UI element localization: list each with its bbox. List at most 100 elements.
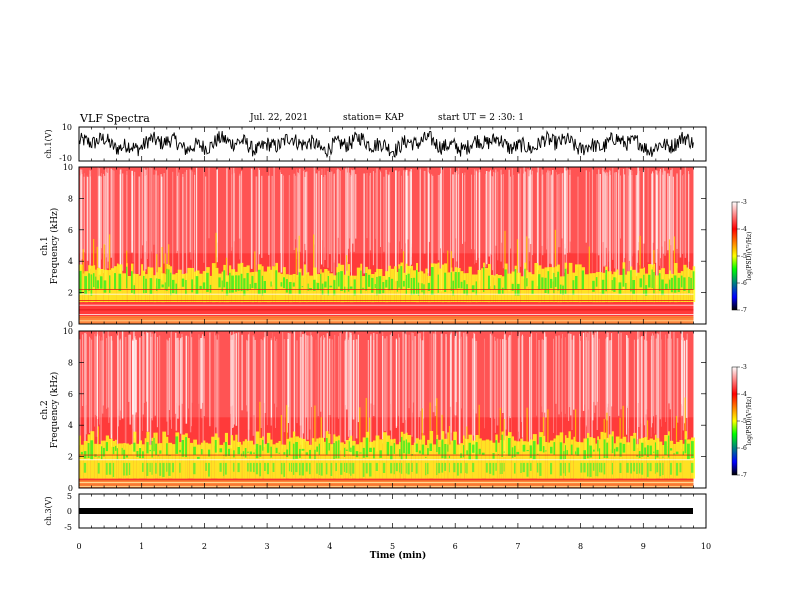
- spectrogram-streak: [200, 338, 202, 409]
- spectrogram-streak: [338, 169, 340, 255]
- spectrogram-streak: [266, 331, 268, 426]
- spectrogram-green-patch: [630, 462, 632, 474]
- spectrogram-low-band: [495, 434, 498, 479]
- spectrogram-streak: [555, 335, 557, 404]
- spectrogram-green-patch: [285, 279, 288, 293]
- spectrogram-streak: [537, 167, 539, 241]
- spectrogram-streak: [81, 174, 83, 260]
- spectrogram-green-patch: [542, 446, 545, 453]
- spectrogram-green-patch: [441, 462, 444, 473]
- spectrogram-green-patch: [146, 462, 149, 476]
- spectrogram-green-patch: [653, 451, 655, 453]
- spectrogram-streak: [529, 336, 531, 446]
- spectrogram-green-patch: [399, 449, 401, 457]
- spectrogram-green-patch: [601, 279, 605, 295]
- spectrogram-green-patch: [136, 451, 139, 457]
- spectrogram-green-patch: [638, 462, 641, 474]
- spectrogram-green-patch: [481, 452, 485, 456]
- spectrogram-streak: [522, 335, 524, 452]
- spectrogram-low-band: [82, 273, 85, 302]
- spectrogram-streak: [398, 333, 399, 416]
- spectrogram-streak: [307, 335, 309, 440]
- spectrogram-streak: [386, 174, 388, 290]
- spectrogram-green-patch: [146, 442, 149, 454]
- spectrogram-low-band: [135, 274, 139, 302]
- spectrogram-streak: [437, 175, 440, 261]
- spectrogram-streak: [303, 168, 305, 262]
- spectrogram-streak: [541, 169, 543, 246]
- spectrogram-streak: [659, 169, 661, 259]
- spectrogram-green-patch: [385, 279, 388, 288]
- spectrogram-low-band: [211, 436, 215, 479]
- spectrogram-streak: [384, 338, 386, 432]
- spectrogram-streak: [90, 338, 91, 434]
- spectrogram-green-patch: [229, 272, 231, 293]
- spectrogram-green-patch: [688, 276, 690, 293]
- spectrogram-green-patch: [557, 271, 560, 291]
- colorbar-tick-label: -5: [741, 418, 747, 425]
- spectrogram-streak: [550, 175, 553, 264]
- spectrogram-streak: [594, 332, 597, 406]
- spectrogram-streak: [241, 334, 243, 411]
- spectrogram-streak: [671, 338, 672, 444]
- spectrogram-green-patch: [508, 438, 511, 456]
- spectrogram-streak: [275, 340, 276, 428]
- spectrogram-low-band: [149, 444, 152, 479]
- colorbar-tick-label: -7: [741, 307, 747, 314]
- spectrogram-low-band: [197, 444, 201, 479]
- spectrogram-green-patch: [656, 462, 659, 473]
- spectrogram-green-patch: [299, 462, 301, 476]
- spectrogram-green-patch: [195, 276, 199, 295]
- spectrogram-streak: [431, 175, 434, 274]
- spectrogram-streak: [454, 171, 455, 274]
- spectrogram-streak: [501, 174, 503, 243]
- spectrogram-green-patch: [295, 442, 298, 459]
- spectrogram-spike: [466, 426, 468, 440]
- ch1-waveform-xticks: [78, 127, 707, 161]
- spectrogram-green-patch: [376, 276, 378, 296]
- spectrogram-streak: [171, 331, 172, 429]
- spectrogram-green-patch: [501, 462, 503, 474]
- spectrogram-green-patch: [416, 270, 418, 295]
- spectrogram-green-patch: [636, 455, 638, 457]
- spectrogram-green-patch: [622, 443, 626, 453]
- spectrogram-streak: [382, 332, 384, 444]
- spectrogram-streak: [321, 175, 323, 265]
- spectrogram-green-patch: [667, 435, 670, 458]
- spectrogram-green-patch: [121, 447, 123, 456]
- spectrogram-green-patch: [343, 447, 346, 457]
- spectrogram-green-patch: [644, 447, 646, 455]
- spectrogram-streak: [445, 336, 447, 457]
- spectrogram-streak: [85, 333, 87, 435]
- spectrogram-low-band: [536, 444, 540, 479]
- spectrogram-green-patch: [179, 449, 181, 453]
- spectrogram-green-patch: [112, 446, 115, 455]
- spectrogram-streak: [559, 172, 561, 248]
- spectrogram-streak: [233, 173, 235, 242]
- spectrogram-low-band: [433, 444, 437, 479]
- spectrogram-green-patch: [580, 462, 583, 473]
- spectrogram-streak: [128, 334, 130, 402]
- spectrogram-streak: [231, 167, 232, 251]
- spectrogram-low-band: [359, 442, 363, 479]
- spectrogram-green-patch: [224, 462, 227, 475]
- spectrogram-green-patch: [151, 462, 153, 475]
- spectrogram-streak: [490, 175, 492, 255]
- y-tick-label: 0: [68, 484, 73, 493]
- spectrogram-spike: [359, 407, 361, 443]
- spectrogram-streak: [445, 334, 447, 434]
- spectrogram-streak: [538, 340, 540, 454]
- spectrogram-low-band: [301, 275, 304, 302]
- spectrogram-streak: [593, 337, 595, 402]
- spectrogram-green-patch: [658, 273, 661, 292]
- ch1-spectrogram-yticks: 0 2 4 6 8 10: [63, 163, 706, 329]
- spectrogram-green-patch: [320, 462, 323, 476]
- spectrogram-streak: [655, 170, 657, 263]
- spectrogram-green-patch: [427, 282, 430, 291]
- spectrogram-streak: [508, 169, 510, 292]
- spectrogram-low-band: [303, 264, 307, 302]
- spectrogram-green-patch: [270, 446, 272, 458]
- spectrogram-green-patch: [362, 462, 365, 477]
- spectrogram-low-band: [215, 267, 219, 302]
- spectrogram-streak: [112, 169, 114, 272]
